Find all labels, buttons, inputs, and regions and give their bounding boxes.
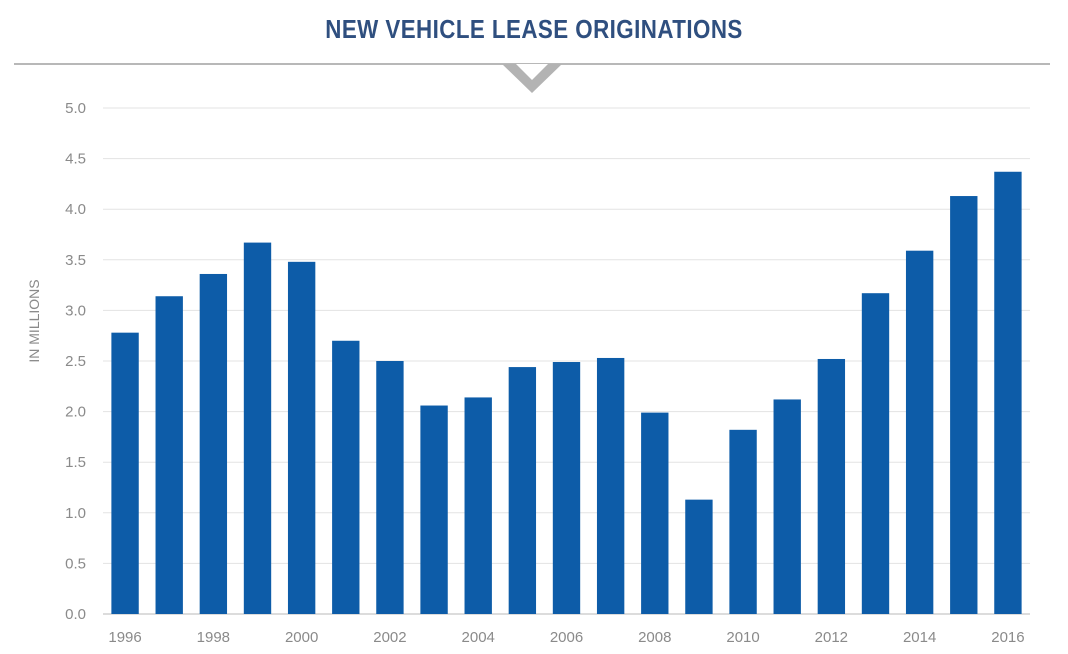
bar-2005 bbox=[508, 367, 537, 614]
x-tick-label: 2000 bbox=[285, 629, 318, 646]
bar-2006 bbox=[552, 362, 581, 614]
x-tick-label: 2002 bbox=[373, 629, 406, 646]
y-tick-label: 5.0 bbox=[65, 100, 86, 117]
x-tick-label: 2014 bbox=[903, 629, 936, 646]
bar-2007 bbox=[596, 357, 625, 614]
y-tick-label: 3.5 bbox=[65, 252, 86, 269]
bar-2002 bbox=[376, 361, 404, 614]
divider-chevron-inner bbox=[516, 64, 548, 80]
y-tick-label: 2.5 bbox=[65, 353, 86, 370]
bar-2009 bbox=[685, 499, 713, 614]
bar-2000 bbox=[287, 261, 316, 614]
y-axis-ticks: 0.0 0.5 1.0 1.5 2.0 2.5 3.0 3.5 4.0 4.5 5.0 bbox=[65, 100, 86, 623]
chart-title: NEW VEHICLE LEASE ORIGINATIONS bbox=[325, 14, 743, 44]
x-tick-label: 2012 bbox=[815, 629, 848, 646]
x-tick-label: 2006 bbox=[550, 629, 583, 646]
bar-2001 bbox=[332, 340, 360, 614]
bar-1999 bbox=[243, 242, 272, 614]
x-tick-label: 2004 bbox=[462, 629, 495, 646]
bar-2003 bbox=[420, 405, 448, 614]
bar-2012 bbox=[817, 358, 846, 614]
y-tick-label: 1.5 bbox=[65, 454, 86, 471]
x-tick-label: 2010 bbox=[726, 629, 759, 646]
x-axis-ticks: 1996 1998 2000 2002 2004 2006 2008 2010 2012 2014… bbox=[108, 629, 1024, 646]
bar-1998 bbox=[199, 273, 228, 614]
bar-2014 bbox=[905, 250, 934, 614]
y-tick-label: 0.5 bbox=[65, 555, 86, 572]
bar-2010 bbox=[729, 429, 757, 614]
y-axis-title: IN MILLIONS bbox=[26, 279, 42, 362]
bar-1996 bbox=[111, 332, 139, 614]
bar-2016 bbox=[994, 171, 1022, 615]
bar-1997 bbox=[155, 296, 183, 614]
x-tick-label: 2008 bbox=[638, 629, 671, 646]
bar-2008 bbox=[641, 412, 669, 614]
x-tick-label: 1996 bbox=[108, 629, 141, 646]
x-tick-label: 2016 bbox=[991, 629, 1024, 646]
bar-2013 bbox=[861, 293, 890, 614]
x-tick-label: 1998 bbox=[197, 629, 230, 646]
bars bbox=[111, 171, 1022, 615]
y-tick-label: 2.0 bbox=[65, 404, 86, 421]
bar-2015 bbox=[950, 196, 978, 614]
y-tick-label: 4.5 bbox=[65, 151, 86, 168]
bar-2004 bbox=[464, 397, 492, 614]
y-tick-label: 1.0 bbox=[65, 505, 86, 522]
bar-2011 bbox=[773, 399, 801, 614]
y-tick-label: 0.0 bbox=[65, 606, 86, 623]
y-tick-label: 3.0 bbox=[65, 302, 86, 319]
y-tick-label: 4.0 bbox=[65, 201, 86, 218]
